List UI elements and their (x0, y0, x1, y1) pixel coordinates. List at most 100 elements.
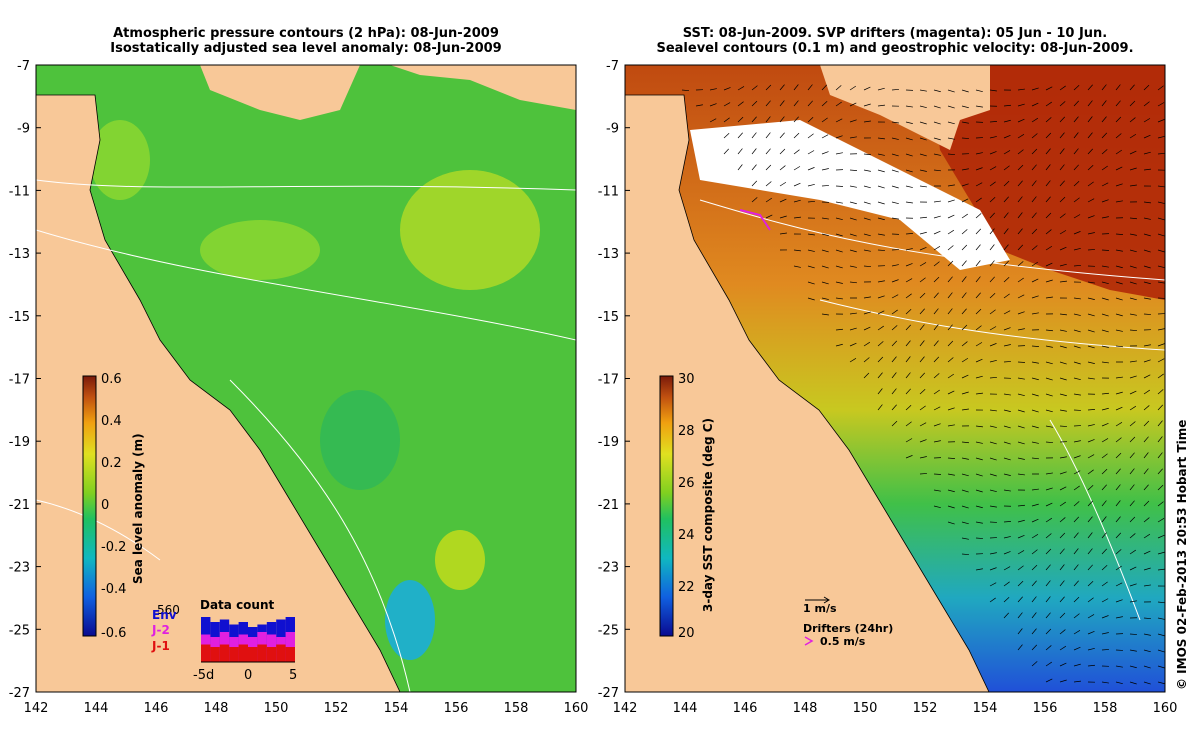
velocity-arrow (947, 260, 954, 267)
velocity-arrow (709, 88, 717, 91)
velocity-arrow (919, 262, 927, 267)
velocity-arrow (1017, 612, 1023, 619)
velocity-arrow (779, 165, 786, 171)
velocity-arrow (709, 103, 717, 107)
right-lon-tick: 152 (913, 701, 938, 716)
velocity-arrow (975, 358, 983, 363)
velocity-arrow (765, 181, 772, 187)
velocity-arrow (891, 217, 899, 220)
velocity-arrow (1017, 504, 1025, 507)
velocity-arrow (1101, 265, 1109, 268)
velocity-arrow (807, 167, 815, 171)
left-title-line2: Isostatically adjusted sea level anomaly… (110, 41, 502, 56)
velocity-arrow (989, 567, 997, 571)
velocity-arrow (1045, 661, 1053, 667)
sst-colorbar-ticks: 30 28 26 24 22 20 (678, 372, 695, 641)
velocity-arrow (1157, 185, 1165, 188)
velocity-arrow (877, 280, 885, 283)
velocity-arrow (905, 185, 913, 188)
velocity-arrow (751, 100, 758, 107)
velocity-arrow (1031, 196, 1037, 203)
velocity-arrow (807, 281, 815, 285)
velocity-arrow (1143, 359, 1151, 363)
velocity-arrow (919, 292, 926, 299)
velocity-arrow (905, 340, 911, 347)
velocity-arrow (961, 374, 969, 379)
velocity-arrow (1129, 84, 1135, 91)
velocity-arrow (1143, 217, 1151, 220)
velocity-arrow (1129, 665, 1137, 669)
velocity-arrow (989, 473, 997, 477)
left-lat-tick: -25 (9, 623, 30, 638)
velocity-arrow (849, 217, 857, 221)
velocity-arrow (961, 105, 969, 109)
velocity-arrow (1031, 503, 1039, 507)
velocity-arrow (1087, 116, 1093, 123)
velocity-arrow (1031, 245, 1038, 251)
velocity-arrow (807, 100, 813, 107)
velocity-arrow (1059, 532, 1066, 539)
velocity-arrow (1115, 468, 1121, 475)
velocity-arrow (1087, 84, 1093, 91)
velocity-arrow (877, 185, 885, 189)
velocity-arrow (1101, 297, 1109, 301)
velocity-arrow (1031, 441, 1039, 444)
velocity-arrow (877, 104, 885, 107)
velocity-arrow (1129, 117, 1136, 123)
velocity-arrow (1003, 612, 1009, 619)
velocity-arrow (919, 473, 928, 475)
velocity-arrow (1017, 377, 1025, 380)
velocity-arrow (1073, 297, 1081, 300)
velocity-arrow (737, 86, 745, 91)
velocity-arrow (1045, 628, 1052, 635)
velocity-arrow (933, 261, 940, 267)
velocity-arrow (1003, 180, 1010, 187)
velocity-arrow (1031, 534, 1039, 539)
velocity-arrow (1157, 633, 1165, 637)
velocity-arrow (765, 214, 773, 219)
velocity-arrow (905, 169, 913, 173)
right-lon-tick: 144 (673, 701, 698, 716)
velocity-arrow (989, 489, 997, 493)
velocity-arrow (1045, 86, 1053, 91)
velocity-arrow (849, 136, 857, 139)
velocity-arrow (975, 489, 983, 493)
right-lat-tick: -27 (598, 686, 619, 701)
velocity-arrow (877, 201, 885, 205)
velocity-arrow (1073, 680, 1081, 683)
velocity-arrow (1073, 214, 1081, 219)
velocity-arrow (891, 309, 898, 315)
velocity-arrow (933, 89, 941, 93)
velocity-arrow (1045, 533, 1052, 539)
inset-title: Data count (200, 598, 275, 612)
velocity-arrow (863, 103, 871, 107)
velocity-arrow (1115, 116, 1122, 123)
velocity-arrow (1101, 392, 1109, 395)
right-lon-tick: 156 (1033, 701, 1058, 716)
velocity-arrow (989, 309, 996, 315)
velocity-arrow (779, 84, 785, 91)
velocity-arrow (1059, 679, 1067, 683)
velocity-arrow (975, 292, 981, 299)
velocity-arrow (1129, 484, 1135, 491)
velocity-arrow (1087, 132, 1093, 139)
velocity-arrow (1031, 596, 1037, 603)
velocity-arrow (1073, 580, 1079, 587)
velocity-arrow (975, 167, 983, 171)
sla-colorbar-ticks: 0.6 0.4 0.2 0 -0.2 -0.4 -0.6 (101, 372, 126, 641)
velocity-arrow (989, 552, 997, 555)
left-lon-tick: 152 (324, 701, 349, 716)
sealevel-contour (699, 199, 1165, 281)
velocity-arrow (1115, 422, 1123, 427)
velocity-arrow (905, 404, 912, 411)
velocity-arrow (933, 105, 941, 109)
velocity-arrow (1017, 103, 1025, 107)
velocity-arrow (1129, 533, 1136, 539)
sla-high-patch (200, 220, 320, 280)
land-png (36, 65, 360, 120)
velocity-arrow (849, 85, 857, 91)
velocity-arrow (1129, 436, 1136, 443)
velocity-arrow (1017, 244, 1024, 251)
velocity-arrow (1101, 149, 1108, 155)
velocity-arrow (1157, 420, 1163, 427)
